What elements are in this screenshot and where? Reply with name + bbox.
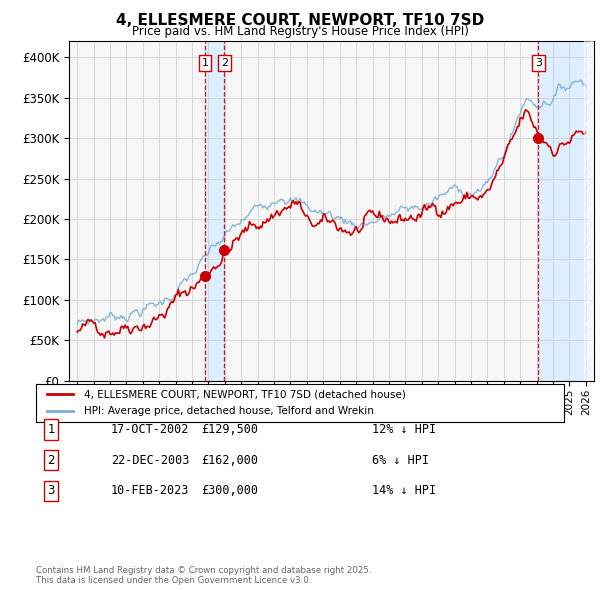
- Text: 6% ↓ HPI: 6% ↓ HPI: [372, 454, 429, 467]
- Text: 4, ELLESMERE COURT, NEWPORT, TF10 7SD (detached house): 4, ELLESMERE COURT, NEWPORT, TF10 7SD (d…: [83, 389, 406, 399]
- Text: 3: 3: [535, 58, 542, 68]
- Bar: [584, 41, 594, 381]
- Text: 10-FEB-2023: 10-FEB-2023: [111, 484, 190, 497]
- Text: 22-DEC-2003: 22-DEC-2003: [111, 454, 190, 467]
- Text: 2: 2: [221, 58, 228, 68]
- Bar: [205, 41, 224, 381]
- Bar: [538, 41, 594, 381]
- Text: 4, ELLESMERE COURT, NEWPORT, TF10 7SD: 4, ELLESMERE COURT, NEWPORT, TF10 7SD: [116, 13, 484, 28]
- Text: 17-OCT-2002: 17-OCT-2002: [111, 423, 190, 436]
- Text: HPI: Average price, detached house, Telford and Wrekin: HPI: Average price, detached house, Telf…: [83, 406, 373, 416]
- Text: 12% ↓ HPI: 12% ↓ HPI: [372, 423, 436, 436]
- Text: 1: 1: [47, 423, 55, 436]
- Text: £300,000: £300,000: [201, 484, 258, 497]
- Text: £162,000: £162,000: [201, 454, 258, 467]
- Text: 3: 3: [47, 484, 55, 497]
- Text: 1: 1: [202, 58, 209, 68]
- Text: Contains HM Land Registry data © Crown copyright and database right 2025.
This d: Contains HM Land Registry data © Crown c…: [36, 566, 371, 585]
- Text: 2: 2: [47, 454, 55, 467]
- Text: Price paid vs. HM Land Registry's House Price Index (HPI): Price paid vs. HM Land Registry's House …: [131, 25, 469, 38]
- Text: £129,500: £129,500: [201, 423, 258, 436]
- Text: 14% ↓ HPI: 14% ↓ HPI: [372, 484, 436, 497]
